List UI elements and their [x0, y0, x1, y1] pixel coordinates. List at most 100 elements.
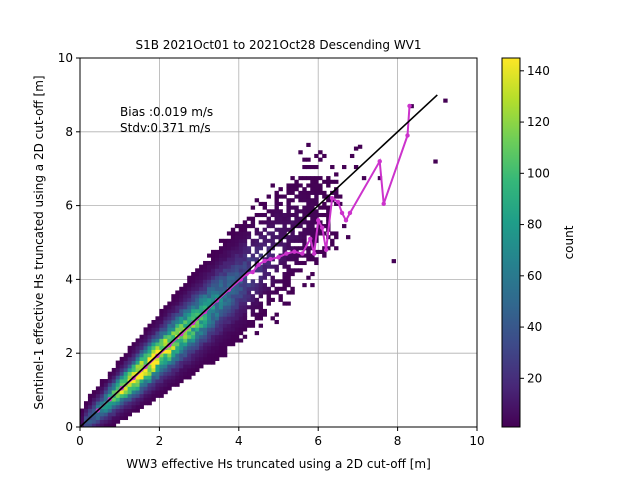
histogram-cell [246, 294, 252, 299]
histogram-cell [242, 334, 248, 339]
histogram-cell [242, 249, 248, 254]
histogram-cell [159, 338, 164, 343]
histogram-cell [353, 165, 359, 170]
histogram-cell [163, 338, 168, 343]
histogram-cell [290, 253, 295, 258]
histogram-cell [238, 238, 244, 243]
histogram-cell [326, 209, 331, 214]
histogram-cell [163, 334, 168, 339]
histogram-cell [207, 283, 212, 288]
histogram-cell [254, 283, 260, 288]
histogram-cell [218, 249, 224, 254]
histogram-cell [103, 404, 109, 409]
histogram-cell [314, 165, 319, 170]
histogram-cell [187, 308, 192, 314]
histogram-cell [214, 264, 220, 269]
histogram-cell [222, 312, 228, 317]
histogram-cell [306, 224, 311, 229]
histogram-cell [310, 224, 315, 229]
histogram-cell [87, 401, 93, 406]
histogram-cell [159, 308, 164, 314]
histogram-cell [163, 327, 168, 332]
histogram-cell [203, 268, 208, 273]
histogram-cell [274, 227, 279, 232]
histogram-cell [179, 379, 184, 384]
histogram-cell [179, 360, 184, 365]
histogram-cell [111, 412, 117, 417]
histogram-cell [226, 294, 232, 299]
histogram-cell [111, 382, 117, 387]
histogram-cell [230, 301, 236, 306]
histogram-cell [230, 227, 236, 232]
histogram-cell [254, 257, 260, 262]
histogram-cell [211, 290, 216, 295]
histogram-cell [250, 257, 256, 262]
histogram-cell [214, 338, 220, 343]
histogram-cell [250, 224, 256, 229]
histogram-cell [195, 345, 200, 350]
histogram-cell [155, 338, 160, 343]
x-tick-label: 10 [469, 434, 484, 448]
histogram-cell [282, 264, 287, 269]
histogram-cell [107, 412, 113, 417]
histogram-cell [199, 364, 204, 369]
histogram-cell [326, 198, 331, 203]
histogram-cell [135, 353, 140, 358]
histogram-cell [183, 375, 188, 380]
histogram-cell [123, 397, 129, 402]
histogram-cell [183, 342, 188, 347]
histogram-cell [222, 342, 228, 347]
histogram-cell [270, 264, 275, 269]
histogram-cell [143, 397, 148, 402]
histogram-cell [171, 319, 176, 325]
histogram-cell [222, 286, 228, 291]
histogram-cell [131, 342, 136, 347]
histogram-cell [254, 246, 260, 251]
histogram-cell [274, 286, 279, 291]
histogram-cell [127, 360, 133, 365]
y-tick-label: 4 [65, 272, 73, 286]
histogram-cell [258, 231, 264, 236]
histogram-cell [139, 334, 144, 339]
histogram-cell [183, 331, 188, 336]
histogram-cell [274, 268, 279, 273]
histogram-cell [266, 246, 271, 251]
histogram-cell [294, 253, 299, 258]
histogram-cell [298, 260, 303, 266]
histogram-cell [270, 231, 275, 236]
histogram-cell [147, 331, 152, 336]
histogram-cell [318, 205, 323, 210]
histogram-cell [143, 386, 148, 391]
histogram-cell [306, 183, 311, 188]
histogram-cell [211, 356, 216, 361]
histogram-cell [199, 342, 204, 347]
binned-mean-point [347, 210, 353, 216]
colorbar-tick-label: 100 [527, 166, 550, 180]
histogram-cell [230, 279, 236, 284]
histogram-cell [155, 323, 160, 328]
histogram-cell [131, 367, 136, 373]
histogram-cell [290, 198, 295, 203]
histogram-cell [258, 305, 264, 310]
histogram-cell [266, 209, 271, 214]
histogram-cell [91, 404, 97, 409]
histogram-cell [123, 401, 129, 406]
histogram-cell [163, 312, 168, 317]
histogram-cell [199, 264, 204, 269]
histogram-cell [195, 301, 200, 306]
histogram-cell [278, 231, 283, 236]
histogram-cell [326, 205, 331, 210]
histogram-cell [163, 323, 168, 328]
histogram-cell [131, 349, 136, 354]
histogram-cell [183, 338, 188, 343]
histogram-cell [171, 301, 176, 306]
histogram-cell [119, 415, 125, 421]
histogram-cell [294, 194, 299, 199]
histogram-cell [119, 408, 125, 413]
histogram-cell [226, 331, 232, 336]
histogram-cell [222, 305, 228, 310]
histogram-cell [246, 257, 252, 262]
histogram-cell [171, 305, 176, 310]
histogram-cell [238, 224, 244, 229]
histogram-cell [203, 305, 208, 310]
